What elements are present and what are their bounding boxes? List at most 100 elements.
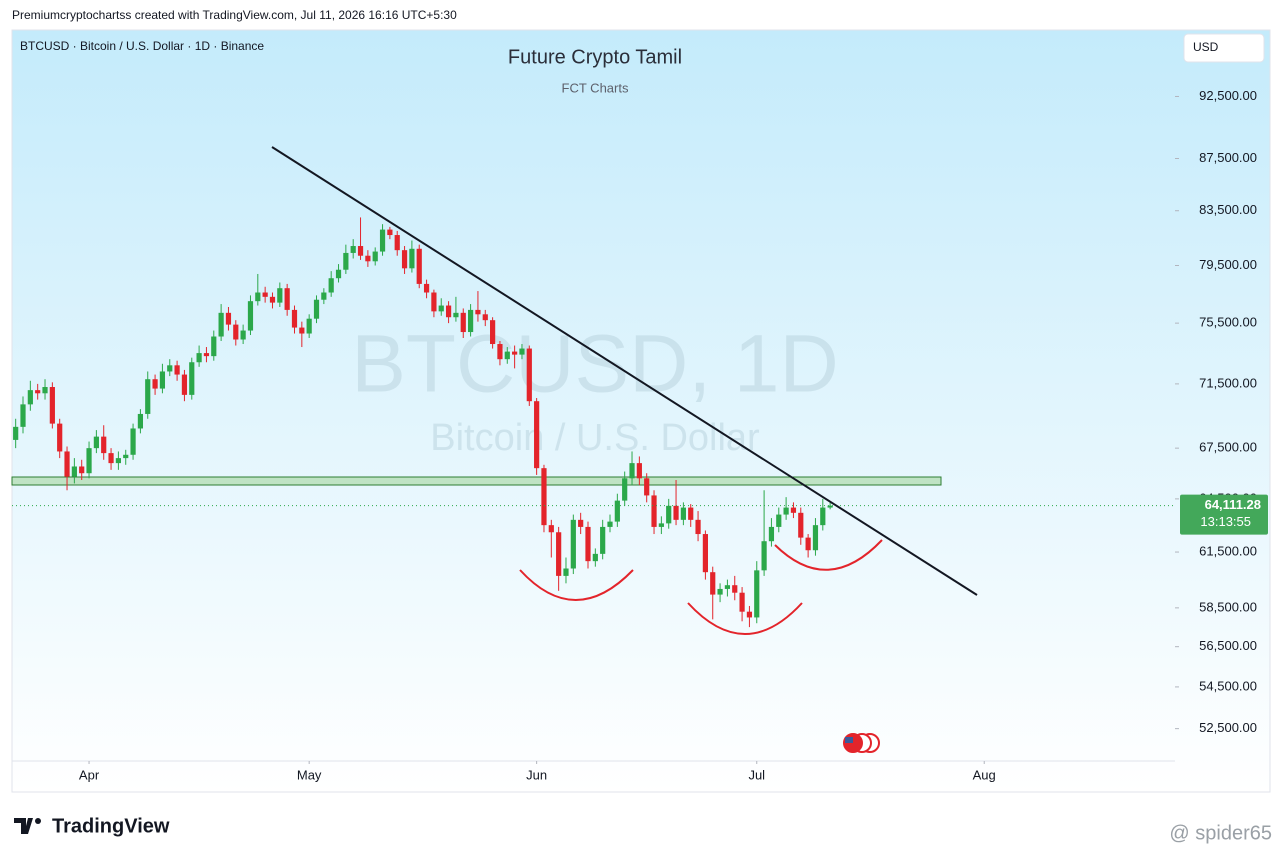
y-tick-label: 61,500.00 [1199, 543, 1257, 558]
candle-body [732, 585, 738, 593]
candle-body [299, 327, 305, 334]
candle-body [570, 519, 576, 569]
header-text: Premiumcryptochartss created with Tradin… [12, 8, 457, 22]
chart-subtitle: FCT Charts [562, 80, 629, 95]
candle-body [196, 353, 202, 363]
x-tick-label: May [297, 767, 322, 782]
candle-body [306, 318, 312, 334]
candle-body [717, 588, 723, 595]
candle-body [416, 248, 422, 284]
candle-body [372, 251, 378, 262]
candle-body [350, 246, 356, 253]
candle-body [423, 283, 430, 293]
symbol-info: BTCUSD · Bitcoin / U.S. Dollar · 1D · Bi… [20, 39, 264, 53]
candle-body [343, 252, 349, 270]
candle-body [651, 495, 657, 527]
candles [12, 217, 1175, 628]
trend-line [271, 146, 978, 596]
candle-body [805, 537, 811, 551]
price-label: 64,111.28 13:13:55 [1180, 494, 1268, 535]
y-tick-label: 52,500.00 [1199, 720, 1257, 735]
candle-body [218, 312, 224, 337]
candle-body [20, 404, 26, 427]
candle-body [666, 505, 672, 524]
candle-body [592, 553, 598, 562]
candle-body [607, 521, 613, 527]
candle-body [827, 505, 833, 508]
candle-body [812, 525, 819, 551]
y-tick-label: 83,500.00 [1199, 202, 1257, 217]
price-label-text: 64,111.28 [1205, 497, 1261, 512]
candle-body [379, 229, 386, 252]
x-tick-label: Aug [973, 767, 996, 782]
candle-body [644, 478, 650, 496]
candle-body [453, 312, 459, 318]
candle-body [431, 292, 437, 312]
x-tick-label: Jun [526, 767, 547, 782]
candle-body [702, 534, 708, 573]
candle-body [680, 507, 686, 520]
y-tick-label: 92,500.00 [1199, 88, 1257, 103]
candle-body [394, 235, 400, 251]
footer-watermark: @ spider65 [1169, 822, 1272, 844]
candle-body [108, 453, 114, 464]
candle-body [240, 330, 246, 340]
candle-body [629, 463, 635, 479]
candle-body [710, 572, 716, 595]
currency-button[interactable] [1183, 33, 1265, 63]
logo-text: TradingView [52, 815, 170, 837]
candle-body [585, 526, 591, 562]
candle-body [401, 250, 408, 269]
candle-body [123, 454, 129, 459]
candle-body [673, 505, 679, 520]
candle-body [548, 525, 554, 533]
candle-body [79, 466, 85, 474]
candle-body [475, 309, 481, 315]
candle-body [284, 288, 290, 310]
candle-body [519, 348, 525, 355]
candle-body [445, 305, 452, 318]
candle-body [291, 309, 298, 328]
pattern-arc [519, 569, 634, 601]
candle-body [409, 248, 415, 269]
candle-body [768, 526, 775, 542]
candle-body [13, 426, 19, 440]
candle-body [790, 507, 797, 513]
candle-body [101, 436, 107, 454]
flag-icon [843, 733, 880, 753]
candle-body [27, 390, 33, 405]
candle-body [211, 336, 217, 357]
y-tick-label: 58,500.00 [1199, 599, 1257, 614]
candle-body [137, 413, 144, 429]
candle-body [174, 365, 180, 375]
candle-body [614, 500, 620, 522]
candle-body [203, 353, 210, 357]
candle-body [460, 312, 466, 333]
candle-body [497, 344, 503, 360]
countdown-text: 13:13:55 [1200, 514, 1251, 529]
candle-body [35, 390, 41, 394]
pattern-arc [774, 539, 883, 571]
candle-body [578, 519, 584, 527]
candle-body [622, 478, 628, 501]
candle-body [600, 526, 606, 554]
candle-body [357, 246, 364, 256]
y-tick-label: 87,500.00 [1199, 150, 1257, 165]
candle-body [563, 568, 569, 576]
y-tick-label: 67,500.00 [1199, 440, 1257, 455]
support-zone [11, 476, 942, 486]
watermark: BTCUSD, 1D [351, 319, 839, 410]
candle-body [387, 229, 393, 236]
candle-body [820, 507, 826, 526]
candle-body [233, 324, 239, 340]
candle-body [328, 278, 334, 293]
candle-body [490, 320, 496, 345]
candle-body [541, 468, 547, 526]
candle-body [225, 312, 232, 325]
currency-label[interactable]: USD [1193, 40, 1219, 54]
candle-body [181, 374, 188, 395]
y-tick-label: 79,500.00 [1199, 257, 1257, 272]
candle-body [93, 436, 99, 449]
